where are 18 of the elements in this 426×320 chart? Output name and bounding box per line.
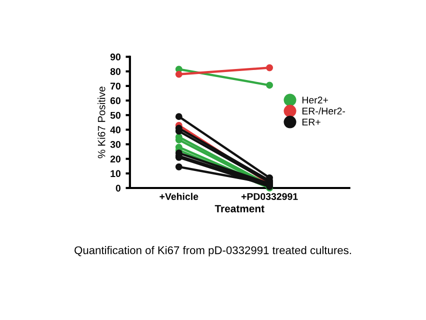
y-tick-label: 40 [110, 126, 121, 134]
y-tick-label: 30 [110, 141, 121, 148]
y-tick-label: 50 [110, 112, 121, 119]
x-axis-title: Treatment [214, 205, 264, 212]
text: Quantification of Ki67 from pD-0332991 treated cultures. [74, 246, 351, 256]
x-tick-label: +PD0332991 [241, 193, 298, 200]
y-tick-label: 20 [110, 156, 121, 162]
y-axis-title: % Ki67 Positive [98, 86, 106, 158]
y-tick-label: 90 [110, 54, 121, 60]
legend-label: ER+ [302, 118, 320, 126]
y-tick-label: 70 [110, 82, 121, 90]
y-tick-label: 80 [110, 68, 121, 75]
y-tick-label: 0 [116, 184, 121, 192]
y-tick-label: 10 [110, 170, 121, 178]
x-tick-label: +Vehicle [160, 192, 198, 200]
legend-label: Her2+ [302, 96, 328, 104]
legend-label: ER-/Her2- [302, 107, 345, 115]
y-tick-label: 60 [110, 97, 121, 104]
